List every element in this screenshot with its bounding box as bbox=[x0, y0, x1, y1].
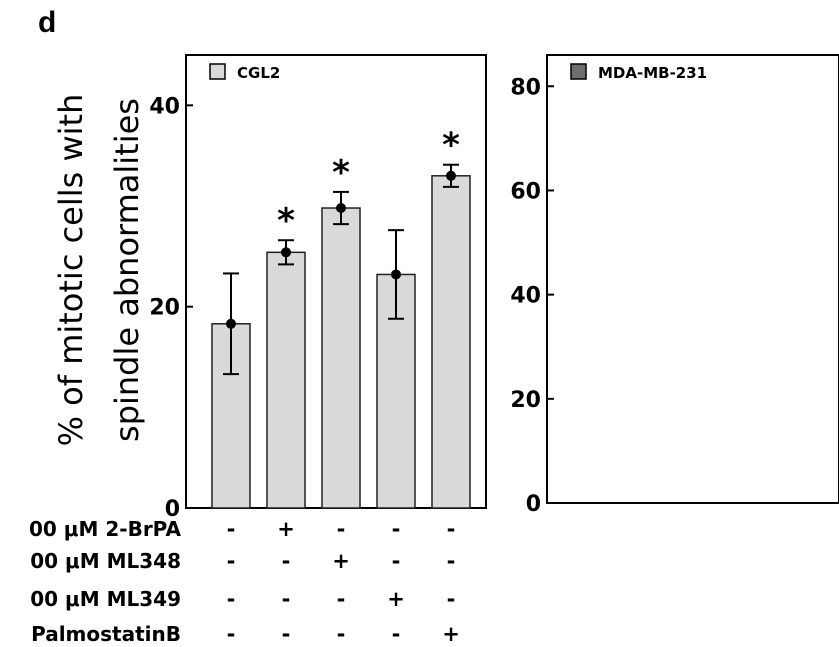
condition-sign: - bbox=[392, 622, 401, 646]
y-axis-label-line2: spindle abnormalities bbox=[108, 98, 146, 442]
mean-point bbox=[226, 318, 236, 329]
condition-sign: - bbox=[337, 587, 346, 611]
condition-sign: + bbox=[332, 549, 350, 573]
condition-sign: - bbox=[282, 622, 291, 646]
condition-sign: - bbox=[227, 517, 236, 541]
condition-sign: - bbox=[337, 517, 346, 541]
y-tick-label: 20 bbox=[149, 296, 180, 321]
condition-sign: - bbox=[447, 517, 456, 541]
y-tick-label: 40 bbox=[149, 94, 180, 119]
legend-swatch bbox=[209, 63, 226, 80]
y-tick-label: 40 bbox=[510, 284, 541, 309]
condition-table: 00 μM 2-BrPA - - + + - - - - - - 00 μM ML348 - - - - + + -… bbox=[29, 517, 460, 646]
condition-sign: - bbox=[337, 622, 346, 646]
bar bbox=[431, 175, 471, 509]
legend-swatch bbox=[570, 63, 587, 80]
condition-label: 00 μM ML349 bbox=[30, 587, 181, 611]
condition-label: 00 μM ML348 bbox=[30, 549, 181, 573]
y-tick-label: 60 bbox=[510, 179, 541, 204]
condition-label: 00 μM 2-BrPA bbox=[29, 517, 182, 541]
y-tick-label: 0 bbox=[165, 497, 180, 522]
y-tick-label: 0 bbox=[526, 492, 541, 517]
y-tick-label: 80 bbox=[510, 75, 541, 100]
bar bbox=[266, 251, 306, 509]
mean-point bbox=[446, 170, 456, 181]
significance-star: * bbox=[332, 153, 350, 193]
chart-panel-cgl2: 0 20 40 CGL2 * * * bbox=[149, 54, 487, 522]
condition-sign: - bbox=[227, 549, 236, 573]
legend-label: MDA-MB-231 bbox=[598, 64, 707, 82]
condition-sign: - bbox=[392, 517, 401, 541]
bar bbox=[321, 207, 361, 509]
condition-sign: + bbox=[387, 587, 405, 611]
condition-sign: - bbox=[447, 587, 456, 611]
condition-label: PalmostatinB bbox=[31, 622, 181, 646]
condition-sign: + bbox=[277, 517, 295, 541]
panel-letter: d bbox=[38, 6, 56, 39]
condition-sign: - bbox=[392, 549, 401, 573]
condition-sign: - bbox=[227, 622, 236, 646]
plot-frame bbox=[546, 54, 839, 504]
mean-point bbox=[281, 247, 291, 258]
condition-sign: + bbox=[442, 622, 460, 646]
mean-point bbox=[391, 269, 401, 280]
y-tick-label: 20 bbox=[510, 388, 541, 413]
mean-point bbox=[336, 203, 346, 214]
significance-star: * bbox=[277, 201, 295, 241]
condition-sign: - bbox=[447, 549, 456, 573]
legend-label: CGL2 bbox=[237, 64, 280, 82]
condition-sign: - bbox=[282, 549, 291, 573]
condition-sign: - bbox=[227, 587, 236, 611]
condition-sign: - bbox=[282, 587, 291, 611]
significance-star: * bbox=[442, 126, 460, 166]
y-axis-label-line1: % of mitotic cells with bbox=[52, 94, 90, 447]
